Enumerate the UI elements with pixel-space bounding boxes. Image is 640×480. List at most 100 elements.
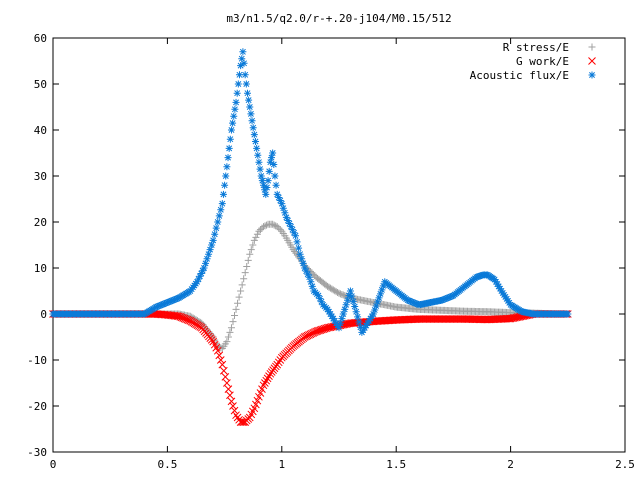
- data-point: [237, 287, 245, 295]
- data-point: [351, 303, 359, 311]
- data-point: [316, 326, 325, 334]
- data-point: [326, 310, 334, 318]
- data-point: [229, 119, 237, 127]
- data-point: [219, 366, 228, 375]
- data-point: [229, 318, 237, 326]
- data-point: [208, 241, 216, 249]
- series-layer: [49, 48, 572, 426]
- data-point: [407, 297, 414, 305]
- data-point: [284, 216, 292, 224]
- y-tick-label: 50: [34, 78, 47, 91]
- data-point: [229, 402, 237, 410]
- data-point: [263, 221, 271, 229]
- data-point: [165, 298, 173, 306]
- data-point: [255, 158, 263, 166]
- data-point: [153, 303, 161, 311]
- data-point: [588, 71, 596, 79]
- data-point: [338, 315, 346, 323]
- data-point: [411, 299, 419, 307]
- data-point: [329, 286, 337, 294]
- data-point: [216, 356, 225, 364]
- data-point: [364, 319, 372, 327]
- data-point: [273, 223, 281, 231]
- data-point: [375, 294, 383, 302]
- data-point: [334, 288, 342, 296]
- data-point: [239, 48, 247, 56]
- data-point: [282, 213, 290, 221]
- y-tick-label: -30: [27, 446, 47, 459]
- data-point: [276, 356, 285, 364]
- data-point: [281, 209, 289, 217]
- data-point: [258, 177, 266, 185]
- data-point: [221, 373, 230, 381]
- data-point: [319, 325, 328, 334]
- data-point: [273, 190, 281, 198]
- data-point: [230, 406, 239, 415]
- data-point: [325, 308, 333, 316]
- data-point: [292, 232, 300, 240]
- data-point: [243, 262, 251, 270]
- data-point: [197, 270, 205, 278]
- data-point: [223, 338, 231, 346]
- series-cross: [49, 310, 572, 426]
- data-point: [245, 96, 253, 104]
- data-point: [158, 301, 166, 309]
- y-tick-label: 30: [34, 170, 47, 183]
- data-point: [404, 296, 412, 304]
- data-point: [173, 312, 182, 320]
- data-point: [439, 296, 447, 304]
- data-point: [203, 255, 211, 263]
- data-point: [324, 282, 332, 290]
- x-tick-label: 2.5: [615, 458, 635, 471]
- y-tick-label: 10: [34, 262, 47, 275]
- data-point: [172, 295, 180, 303]
- data-point: [448, 292, 456, 300]
- y-tick-label: 40: [34, 124, 47, 137]
- data-point: [193, 278, 201, 286]
- data-point: [495, 282, 503, 290]
- data-point: [234, 80, 242, 88]
- data-point: [371, 306, 379, 314]
- data-point: [168, 297, 176, 305]
- data-point: [200, 264, 208, 272]
- data-point: [231, 105, 239, 113]
- data-point: [273, 360, 282, 369]
- y-tick-label: 60: [34, 32, 47, 45]
- data-point: [332, 319, 340, 327]
- data-point: [344, 296, 352, 304]
- data-point: [272, 181, 280, 189]
- data-point: [230, 112, 238, 120]
- data-point: [295, 244, 303, 252]
- x-tick-label: 0: [50, 458, 57, 471]
- data-point: [223, 163, 231, 171]
- data-point: [218, 360, 227, 369]
- data-point: [241, 71, 249, 79]
- data-point: [312, 327, 320, 336]
- data-point: [255, 227, 263, 235]
- data-point: [336, 319, 344, 327]
- data-point: [271, 172, 279, 180]
- data-point: [263, 374, 272, 383]
- data-point: [320, 324, 329, 333]
- data-point: [307, 278, 315, 286]
- data-point: [221, 181, 229, 189]
- data-point: [287, 223, 295, 231]
- data-point: [232, 98, 240, 106]
- data-point: [274, 358, 283, 367]
- data-point: [246, 250, 254, 258]
- data-point: [268, 154, 276, 162]
- data-point: [217, 206, 225, 214]
- data-point: [358, 328, 366, 336]
- data-point: [349, 297, 357, 305]
- data-point: [405, 297, 413, 305]
- data-point: [254, 151, 262, 159]
- data-point: [409, 299, 417, 306]
- legend-label: Acoustic flux/E: [470, 69, 569, 82]
- data-point: [257, 172, 265, 180]
- data-point: [247, 246, 255, 254]
- data-point: [264, 177, 272, 185]
- data-point: [304, 270, 312, 278]
- data-point: [225, 144, 233, 152]
- data-point: [227, 397, 236, 406]
